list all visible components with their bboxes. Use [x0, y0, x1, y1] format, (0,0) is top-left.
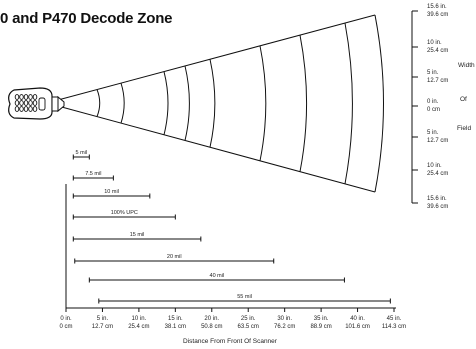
width-of-field-title: Width [458, 62, 475, 69]
scanner-grip-dot [19, 94, 24, 100]
scanner-grip-dot [23, 106, 29, 112]
width-scale-label-cm: 39.6 cm [427, 12, 448, 18]
diagram-title: 0 and P470 Decode Zone [0, 10, 173, 27]
cone-lower-edge [57, 105, 376, 193]
scanner-grip-dot [32, 94, 38, 100]
x-axis-tick-label-cm: 114.3 cm [382, 324, 406, 330]
x-axis-tick-label-in: 20 in. [204, 316, 219, 322]
scanner-grip-dot [19, 106, 24, 112]
x-axis-tick-label-in: 15 in. [168, 316, 183, 322]
range-bar-label: 40 mil [210, 273, 225, 279]
x-axis-title: Distance From Front Of Scanner [183, 338, 278, 345]
x-axis-tick-label-cm: 88.9 cm [310, 324, 331, 330]
scanner-window [57, 95, 65, 113]
width-scale-label-in: 15.6 in. [427, 4, 447, 10]
range-bar-label: 10 mil [104, 189, 119, 195]
width-scale-label-in: 10 in. [427, 40, 442, 46]
x-axis-tick-label-cm: 12.7 cm [92, 324, 113, 330]
x-axis-tick-label-cm: 63.5 cm [238, 324, 259, 330]
x-axis-tick-label-cm: 50.8 cm [201, 324, 222, 330]
x-axis-tick-label-cm: 0 cm [59, 324, 72, 330]
scanner-grip-dot [28, 100, 33, 106]
x-axis-tick-label-in: 35 in. [314, 316, 329, 322]
width-scale-label-in: 15.6 in. [427, 196, 447, 202]
range-bar-label: 7.5 mil [85, 171, 101, 177]
x-axis-tick-label-in: 40 in. [350, 316, 365, 322]
width-scale-label-cm: 12.7 cm [427, 78, 448, 84]
x-axis-tick-label-in: 45 in. [387, 316, 402, 322]
x-axis-tick-label-in: 30 in. [277, 316, 292, 322]
x-axis-tick-label-cm: 76.2 cm [274, 324, 295, 330]
x-axis-tick-label-cm: 25.4 cm [128, 324, 149, 330]
decode-range-arc-7 [299, 35, 308, 172]
cone-upper-edge [57, 14, 376, 101]
decode-range-arc-2 [120, 82, 125, 124]
scanner-grip-dot [14, 100, 20, 106]
scanner-illustration [8, 87, 65, 120]
range-bar-label: 55 mil [237, 294, 252, 300]
scanner-grip-dot [28, 94, 33, 100]
decode-range-arc-5 [209, 59, 216, 148]
range-bar-label: 100% UPC [111, 210, 138, 216]
decode-range-arc-6 [259, 45, 267, 161]
width-scale-label-cm: 39.6 cm [427, 204, 448, 210]
scanner-grip-dot [14, 94, 20, 100]
x-axis-tick-label-cm: 38.1 cm [165, 324, 186, 330]
x-axis-tick-label-in: 5 in. [97, 316, 109, 322]
decode-range-arc-4 [184, 65, 190, 141]
x-axis-tick-label-in: 10 in. [132, 316, 147, 322]
width-scale-label-cm: 12.7 cm [427, 138, 448, 144]
width-scale-label-in: 5 in. [427, 70, 439, 76]
x-axis-tick-label-in: 0 in. [60, 316, 72, 322]
scanner-grip-dot [32, 106, 38, 112]
decode-range-arc-3 [163, 71, 169, 135]
range-bar-label: 20 mil [167, 254, 182, 260]
decode-range-arc-8 [344, 22, 353, 184]
range-bar-label: 15 mil [130, 232, 145, 238]
scanner-trigger [38, 97, 46, 111]
width-of-field-title: Of [460, 96, 467, 103]
width-scale-label-in: 10 in. [427, 163, 442, 169]
scanner-grip-dot [23, 100, 29, 106]
width-scale-label-in: 0 in. [427, 99, 439, 105]
width-scale-label-cm: 25.4 cm [427, 171, 448, 177]
x-axis-tick-label-in: 25 in. [241, 316, 256, 322]
range-bar-label: 5 mil [75, 150, 87, 156]
decode-range-arc-1 [96, 89, 101, 117]
scanner-grip-dot [14, 106, 20, 112]
scanner-grip-dot [19, 100, 24, 106]
width-scale-label-cm: 25.4 cm [427, 48, 448, 54]
scanner-grip-dot [23, 94, 29, 100]
scanner-grip-dot [32, 100, 38, 106]
scanner-nose [51, 96, 59, 112]
width-scale-label-cm: 0 cm [427, 107, 440, 113]
width-of-field-title: Field [457, 125, 471, 132]
cone-end-arc [374, 14, 384, 193]
width-scale-label-in: 5 in. [427, 130, 439, 136]
scanner-grip-dot [28, 106, 33, 112]
x-axis-tick-label-cm: 101.6 cm [345, 324, 370, 330]
